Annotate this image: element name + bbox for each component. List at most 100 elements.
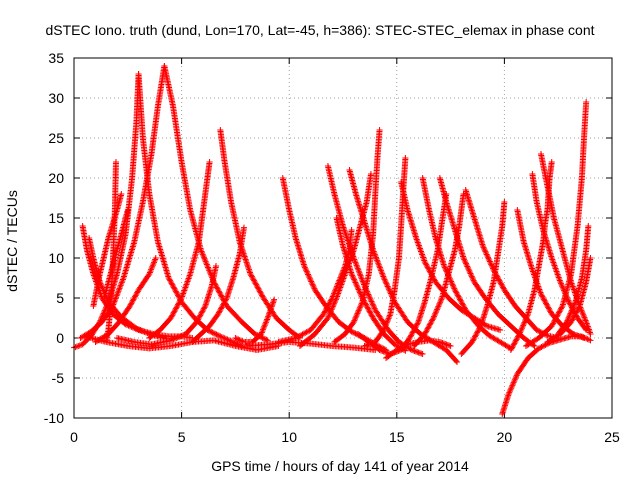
data-point	[256, 288, 263, 295]
data-point	[454, 359, 461, 365]
data-point	[434, 306, 441, 313]
data-point	[550, 319, 557, 325]
data-point	[378, 269, 385, 276]
data-point	[348, 227, 355, 233]
y-tick-label: 5	[56, 290, 64, 306]
data-point	[544, 303, 551, 309]
data-point	[166, 276, 173, 283]
data-point	[258, 329, 265, 336]
data-point	[214, 285, 221, 292]
data-point	[553, 313, 560, 320]
y-tick-label: 15	[48, 210, 64, 226]
data-point	[474, 328, 481, 335]
data-point	[426, 268, 433, 275]
data-point	[486, 257, 493, 264]
x-tick-label: 5	[178, 429, 186, 445]
data-point	[454, 292, 461, 299]
data-point	[112, 159, 119, 165]
data-point	[350, 275, 357, 282]
data-point	[215, 309, 222, 316]
data-point	[506, 388, 513, 395]
data-point	[366, 294, 373, 301]
data-point	[512, 339, 519, 345]
data-point	[115, 286, 122, 293]
data-point	[198, 309, 205, 316]
data-point	[115, 288, 122, 295]
data-point	[573, 312, 580, 319]
data-point	[459, 301, 466, 308]
data-point	[522, 316, 529, 323]
data-point	[138, 327, 145, 334]
data-point	[587, 255, 594, 261]
data-point	[409, 329, 416, 336]
data-point	[430, 313, 437, 320]
data-point	[401, 342, 408, 349]
data-point	[353, 280, 360, 287]
data-point	[457, 297, 464, 304]
data-point	[194, 317, 201, 324]
data-point	[175, 300, 182, 307]
data-point	[469, 274, 476, 281]
data-point	[480, 244, 487, 251]
data-point	[367, 311, 374, 317]
data-point	[141, 328, 148, 335]
data-point	[236, 337, 243, 343]
data-point	[326, 312, 333, 319]
data-point	[197, 312, 204, 319]
data-point	[485, 255, 492, 262]
data-point	[413, 323, 420, 329]
data-point	[510, 341, 517, 348]
data-point	[424, 325, 431, 332]
data-point	[298, 332, 305, 339]
data-point	[423, 261, 430, 268]
data-point	[431, 276, 438, 283]
data-point	[371, 251, 378, 258]
data-point	[441, 264, 448, 271]
data-point	[152, 255, 159, 261]
data-point	[557, 279, 564, 285]
data-point	[218, 305, 225, 312]
data-point	[251, 279, 258, 285]
data-point	[380, 327, 387, 333]
data-point	[170, 336, 177, 343]
data-point	[482, 322, 489, 329]
data-point	[248, 272, 255, 279]
data-point	[396, 345, 403, 352]
data-point	[383, 319, 390, 326]
data-point	[304, 328, 311, 335]
data-point	[323, 305, 330, 312]
data-point	[551, 317, 558, 324]
data-point	[167, 277, 174, 284]
data-point	[541, 297, 548, 304]
data-point	[507, 386, 514, 393]
data-point	[568, 317, 575, 324]
y-tick-label: 20	[48, 170, 64, 186]
data-point	[165, 275, 172, 281]
data-point	[372, 252, 379, 259]
data-point	[218, 292, 225, 299]
data-point	[543, 300, 550, 307]
data-point	[554, 312, 561, 319]
data-point	[119, 277, 126, 284]
data-point	[508, 383, 515, 390]
data-point	[365, 292, 372, 299]
data-point	[253, 281, 260, 288]
data-point	[497, 279, 504, 285]
data-point	[167, 315, 174, 321]
data-point	[326, 310, 333, 317]
data-point	[562, 291, 569, 298]
data-point	[353, 262, 360, 269]
data-point	[151, 259, 158, 266]
data-point	[73, 343, 80, 350]
data-point	[199, 308, 206, 315]
data-point	[371, 249, 378, 256]
data-point	[456, 296, 463, 303]
data-point	[402, 347, 409, 354]
data-point	[119, 276, 126, 283]
data-point	[382, 324, 389, 331]
data-point	[535, 345, 542, 352]
data-point	[464, 263, 471, 270]
data-point	[324, 304, 331, 311]
data-point	[461, 256, 468, 263]
data-point	[538, 292, 545, 299]
